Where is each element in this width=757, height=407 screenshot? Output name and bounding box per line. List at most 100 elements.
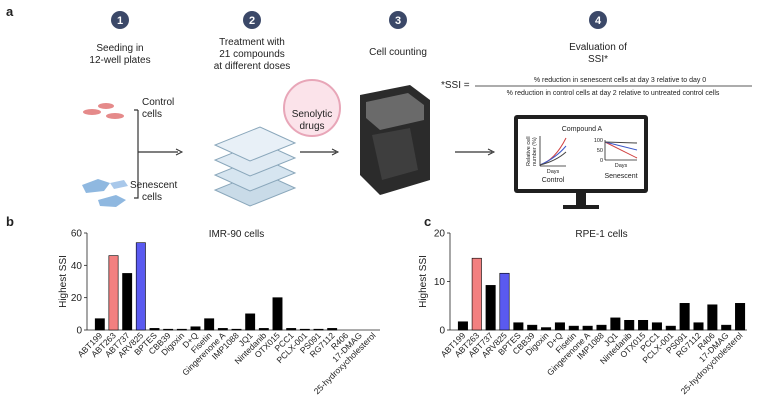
monitor-xlabel: Days	[547, 169, 560, 175]
y-axis-label: Highest SSI	[58, 255, 69, 308]
senescent-label: Senescent	[130, 180, 177, 191]
y-tick-label: 40	[71, 261, 83, 272]
control-cells-icon	[83, 103, 124, 119]
bar	[176, 328, 187, 331]
step-circle	[111, 11, 129, 29]
monitor-xlabel: Days	[615, 163, 628, 169]
step-label: at different doses	[214, 61, 291, 72]
y-tick-label: 0	[439, 326, 445, 337]
cell-counter	[360, 85, 430, 195]
arrow-head	[487, 148, 496, 156]
bar	[513, 322, 524, 331]
branch-lines	[134, 109, 178, 199]
bar	[665, 325, 676, 331]
y-tick-label: 60	[71, 229, 83, 240]
step-label: Cell counting	[369, 47, 427, 58]
bar	[596, 324, 607, 331]
senescent-cells-icon	[82, 179, 128, 207]
step-label: SSI*	[588, 54, 608, 65]
monitor-left: Control	[542, 177, 565, 184]
bar	[94, 318, 105, 331]
drug-bubble	[283, 79, 341, 137]
arrow-head	[331, 148, 340, 156]
bar	[231, 328, 242, 331]
y-tick-label: 10	[434, 277, 446, 288]
step-label: Seeding in	[96, 43, 143, 54]
ssi-numerator: % reduction in senescent cells at day 3 …	[534, 77, 706, 84]
step-label: 21 compounds	[219, 49, 285, 60]
monitor-ylabel: number (%)	[532, 137, 538, 166]
bar	[554, 322, 565, 331]
monitor-tick: 0	[600, 158, 603, 164]
step-circle	[243, 11, 261, 29]
y-tick-label: 20	[434, 229, 446, 240]
panel-label: a	[6, 4, 14, 19]
bar	[693, 322, 704, 331]
bar	[245, 313, 256, 331]
bar	[457, 321, 468, 331]
bar	[190, 326, 201, 331]
step-2: 2 Treatment with 21 compounds at differe…	[214, 11, 291, 72]
arrow-head	[175, 148, 184, 156]
step-1: 1 Seeding in 12-well plates	[89, 11, 151, 66]
bar	[149, 328, 160, 331]
control-label: Control	[142, 97, 174, 108]
chart-title: RPE-1 cells	[575, 229, 627, 240]
senescent-label: cells	[142, 192, 162, 203]
step-label: 12-well plates	[89, 55, 150, 66]
ssi-denominator: % reduction in control cells at day 2 re…	[507, 90, 720, 97]
monitor-ylabel: Relative cell	[526, 136, 532, 166]
bar	[679, 303, 690, 331]
bar	[258, 328, 269, 331]
y-tick-label: 0	[76, 326, 82, 337]
step-number: 3	[395, 15, 401, 27]
bar	[651, 322, 662, 331]
step-label: Treatment with	[219, 37, 285, 48]
bar	[638, 319, 649, 331]
bar	[286, 328, 297, 331]
chart-title: IMR-90 cells	[209, 229, 265, 240]
monitor-tick: 50	[597, 148, 603, 154]
control-label: cells	[142, 109, 162, 120]
bar	[204, 318, 215, 331]
monitor-right: Senescent	[604, 173, 637, 180]
bar	[499, 272, 510, 331]
y-axis-label: Highest SSI	[418, 255, 429, 308]
bar	[135, 242, 146, 331]
bar	[568, 325, 579, 331]
step-3: 3 Cell counting	[369, 11, 427, 58]
bar	[108, 255, 119, 331]
bar	[582, 325, 593, 331]
bar	[313, 328, 324, 331]
step-number: 2	[249, 15, 255, 27]
panel-label: b	[6, 214, 14, 229]
y-tick-label: 20	[71, 293, 83, 304]
bar	[217, 328, 228, 331]
plate-stack	[213, 126, 297, 207]
bar	[624, 319, 635, 331]
drug-label: Senolytic	[292, 109, 333, 120]
bar	[327, 328, 338, 331]
bar	[541, 327, 552, 331]
drug-label: drugs	[299, 121, 324, 132]
bar	[485, 285, 496, 331]
step-circle	[589, 11, 607, 29]
bar	[707, 304, 718, 331]
step-4: 4 Evaluation of SSI*	[569, 11, 627, 65]
step-number: 1	[117, 15, 123, 27]
bar	[272, 297, 283, 331]
panel-label: c	[424, 214, 431, 229]
bar	[471, 257, 482, 331]
bar	[299, 328, 310, 331]
step-number: 4	[595, 15, 602, 27]
bar	[610, 317, 621, 331]
monitor-title: Compound A	[562, 126, 603, 133]
bar	[527, 324, 538, 331]
ssi-lhs: *SSI =	[441, 80, 470, 91]
bar	[163, 328, 174, 331]
step-circle	[389, 11, 407, 29]
bar	[735, 303, 746, 331]
monitor	[514, 115, 648, 209]
monitor-tick: 100	[594, 138, 603, 144]
